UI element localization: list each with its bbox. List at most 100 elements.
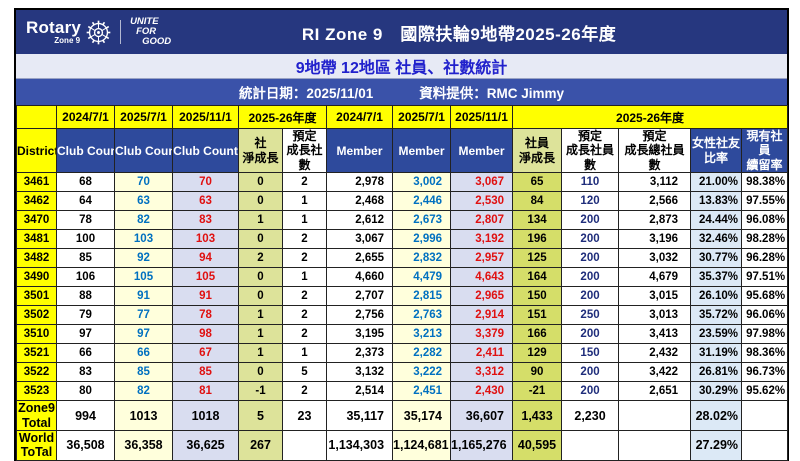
- data-cell: 3,222: [392, 362, 452, 383]
- data-cell: 2: [281, 286, 328, 307]
- data-cell: 0: [238, 362, 283, 383]
- total-cell: [741, 400, 789, 431]
- data-cell: 32.46%: [690, 229, 743, 250]
- data-cell: 3,413: [618, 324, 692, 345]
- total-cell: 267: [238, 429, 283, 461]
- data-cell: 3,195: [326, 324, 394, 345]
- data-cell: 164: [512, 267, 563, 288]
- data-cell: 166: [512, 324, 563, 345]
- data-cell: 26.81%: [690, 362, 743, 383]
- club-count-header: Club Count: [172, 127, 239, 174]
- total-cell: 35,174: [392, 400, 452, 431]
- data-cell: 3,013: [618, 305, 692, 326]
- data-cell: 1: [281, 210, 328, 231]
- data-cell: 23.59%: [690, 324, 743, 345]
- data-cell: 2,514: [326, 381, 394, 402]
- date-header-row: 2024/7/1 2025/7/1 2025/11/1 2025-26年度 20…: [16, 105, 789, 129]
- stats-table: 2024/7/1 2025/7/1 2025/11/1 2025-26年度 20…: [16, 105, 789, 461]
- total-cell: 1,124,681: [392, 429, 452, 461]
- club-date-header: 2025/11/1: [172, 105, 239, 129]
- data-cell: 2: [281, 381, 328, 402]
- district-cell: 3490: [16, 267, 57, 288]
- total-cell: 1,134,303: [326, 429, 394, 461]
- total-cell: [618, 400, 692, 431]
- data-cell: 35.37%: [690, 267, 743, 288]
- district-row: 3521 66 66 67 1 1 2,373 2,282 2,411 129 150 2,432 31…: [16, 343, 789, 364]
- data-cell: 2,451: [392, 381, 452, 402]
- data-cell: 2,815: [392, 286, 452, 307]
- data-cell: 3,132: [326, 362, 394, 383]
- total-cell: 994: [56, 400, 115, 431]
- club-date-header: 2025/7/1: [114, 105, 173, 129]
- data-cell: 151: [512, 305, 563, 326]
- stat-date: 統計日期：2025/11/01: [238, 86, 374, 101]
- district-row: 3482 85 92 94 2 2 2,655 2,832 2,957 125 200 3,032 30…: [16, 248, 789, 269]
- data-cell: 13.83%: [690, 191, 743, 212]
- column-header-row: District Club Count Club Count Club Coun…: [16, 127, 789, 174]
- data-cell: 110: [561, 172, 620, 193]
- data-cell: 2,468: [326, 191, 394, 212]
- total-cell: 40,595: [512, 429, 563, 461]
- total-label-cell: World ToTal: [16, 429, 57, 461]
- district-row: 3470 78 82 83 1 1 2,612 2,673 2,807 134 200 2,873 24…: [16, 210, 789, 231]
- club-date-header: 2024/7/1: [56, 105, 115, 129]
- data-cell: 2,957: [450, 248, 514, 269]
- data-cell: 97: [114, 324, 173, 345]
- data-cell: 2,978: [326, 172, 394, 193]
- rotary-wordmark: Rotary Zone 9: [26, 19, 81, 45]
- district-cell: 3510: [16, 324, 57, 345]
- data-cell: 85: [172, 362, 239, 383]
- data-cell: 2,763: [392, 305, 452, 326]
- rotary-brand-text: Rotary: [26, 18, 82, 37]
- total-label-cell: Zone9 Total: [16, 400, 57, 431]
- member-planned-growth-header: 預定 成長社員數: [561, 127, 620, 174]
- data-cell: 83: [56, 362, 115, 383]
- data-cell: 96.08%: [741, 210, 789, 231]
- data-cell: 66: [114, 343, 173, 364]
- data-cell: 97: [56, 324, 115, 345]
- district-row: 3490 106 105 105 0 1 4,660 4,479 4,643 164 200 4,67…: [16, 267, 789, 288]
- data-cell: 91: [114, 286, 173, 307]
- retention-header: 現有社員 續留率: [741, 127, 789, 174]
- data-cell: 200: [561, 210, 620, 231]
- data-cell: 4,679: [618, 267, 692, 288]
- data-cell: 85: [56, 248, 115, 269]
- data-cell: 3,032: [618, 248, 692, 269]
- data-cell: 4,643: [450, 267, 514, 288]
- club-period-header: 2025-26年度: [237, 105, 328, 129]
- data-cell: 94: [172, 248, 239, 269]
- data-cell: 200: [561, 286, 620, 307]
- data-cell: 3,112: [618, 172, 692, 193]
- district-cell: 3481: [16, 229, 57, 250]
- data-cell: 2,282: [392, 343, 452, 364]
- data-cell: 0: [238, 229, 283, 250]
- total-cell: 2,230: [561, 400, 620, 431]
- data-cell: 3,067: [326, 229, 394, 250]
- rotary-logo: Rotary Zone 9: [26, 15, 171, 48]
- total-cell: [561, 429, 620, 461]
- data-cell: 91: [172, 286, 239, 307]
- data-cell: 2,411: [450, 343, 514, 364]
- data-cell: 2,707: [326, 286, 394, 307]
- data-cell: 96.28%: [741, 248, 789, 269]
- district-cell: 3482: [16, 248, 57, 269]
- tagline-line: UNITE: [130, 15, 159, 27]
- data-cell: 98: [172, 324, 239, 345]
- data-cell: 70: [172, 172, 239, 193]
- data-cell: 67: [172, 343, 239, 364]
- total-cell: [618, 429, 692, 461]
- data-cell: 0: [238, 286, 283, 307]
- data-cell: 100: [56, 229, 115, 250]
- data-cell: 79: [56, 305, 115, 326]
- data-cell: 2: [281, 229, 328, 250]
- data-cell: 63: [114, 191, 173, 212]
- club-count-header: Club Count: [114, 127, 173, 174]
- district-row: 3522 83 85 85 0 5 3,132 3,222 3,312 90 200 3,422 26.…: [16, 362, 789, 383]
- total-row: World ToTal 36,508 36,358 36,625 267 1,134,30…: [16, 429, 789, 461]
- district-cell: 3461: [16, 172, 57, 193]
- data-cell: 21.00%: [690, 172, 743, 193]
- data-cell: 81: [172, 381, 239, 402]
- data-cell: 70: [114, 172, 173, 193]
- total-cell: 23: [281, 400, 328, 431]
- total-cell: 28.02%: [690, 400, 743, 431]
